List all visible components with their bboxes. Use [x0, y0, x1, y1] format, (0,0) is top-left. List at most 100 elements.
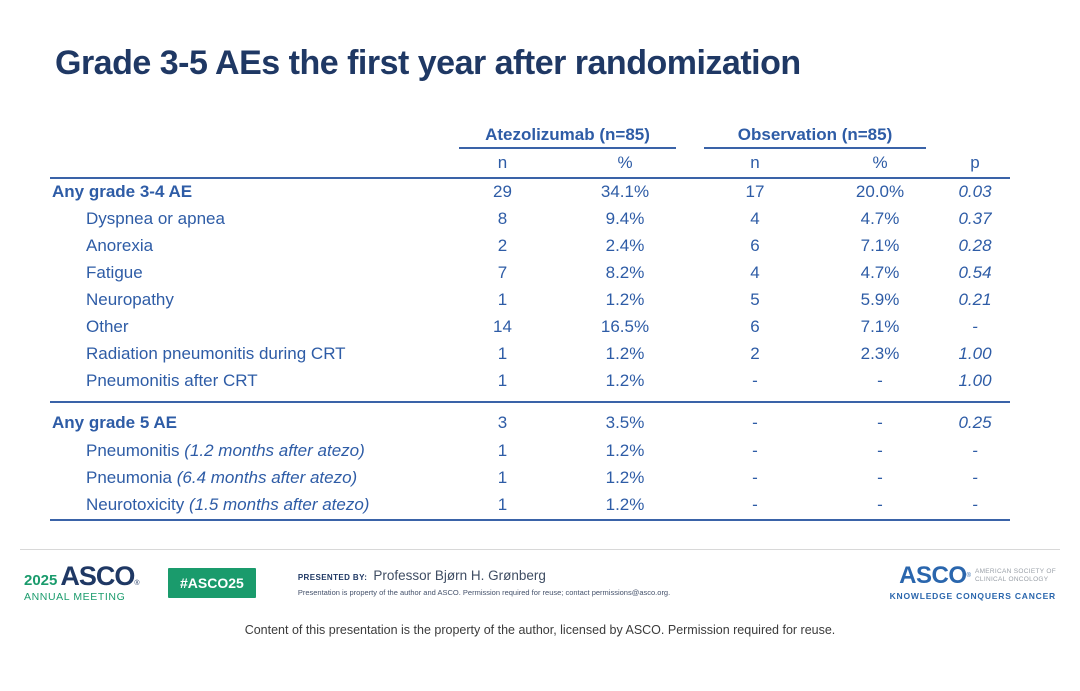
- cell-value: 1.2%: [605, 467, 645, 487]
- cell-value: 29: [493, 182, 512, 202]
- cell-value: 1: [497, 440, 508, 460]
- cell-value: 4: [750, 209, 760, 229]
- group-header-spacer: [50, 125, 445, 149]
- group-header-observation: Observation (n=85): [704, 125, 927, 150]
- cell-value: 16.5%: [600, 317, 650, 337]
- row-label: Radiation pneumonitis during CRT: [86, 344, 346, 364]
- row-label: Any grade 3-4 AE: [52, 182, 193, 202]
- cell-value: 1: [497, 494, 508, 514]
- cell-p-value: 1.00: [958, 344, 992, 364]
- cell-value: 7: [497, 263, 508, 283]
- row-label-detail: (1.2 months after atezo): [179, 440, 365, 460]
- row-label: Pneumonitis after CRT: [86, 371, 258, 391]
- logo-year: 2025: [24, 571, 58, 589]
- cell-p-value: 1.00: [958, 371, 992, 391]
- presenter-name: Professor Bjørn H. Grønberg: [373, 568, 546, 584]
- registered-mark-icon: ®: [966, 573, 971, 580]
- cell-p-value: 0.25: [940, 401, 1011, 438]
- row-label-detail: (1.5 months after atezo): [184, 494, 370, 514]
- group-n: (n=85): [841, 125, 893, 144]
- cell-p-value: -: [972, 317, 978, 337]
- cell-p-value: 0.54: [958, 263, 992, 283]
- cell-value: -: [877, 371, 883, 391]
- cell-value: 14: [493, 317, 512, 337]
- page-title: Grade 3-5 AEs the first year after rando…: [55, 44, 801, 82]
- column-header-row: n % n % p: [50, 149, 1011, 180]
- column-header-pct-atezolizumab: %: [560, 149, 690, 180]
- cell-value: 9.4%: [605, 209, 645, 229]
- column-header-n-observation: n: [690, 149, 820, 180]
- cell-value: -: [752, 440, 758, 460]
- table-row: Dyspnea or apnea 8 9.4% 4 4.7% 0.37: [50, 206, 1010, 233]
- cell-value: 3.5%: [560, 401, 690, 438]
- cell-value: -: [752, 467, 758, 487]
- cell-value: 4: [750, 263, 760, 283]
- cell-value: 4.7%: [860, 209, 900, 229]
- cell-value: 1.2%: [605, 371, 645, 391]
- table-row: Pneumonitis after CRT 1 1.2% - - 1.00: [50, 368, 1010, 402]
- footer-disclaimer: Presentation is property of the author a…: [297, 588, 671, 598]
- cell-value: 7.1%: [860, 236, 900, 256]
- table-row: Other 14 16.5% 6 7.1% -: [50, 314, 1010, 341]
- society-name: AMERICAN SOCIETY OF CLINICAL ONCOLOGY: [974, 567, 1056, 584]
- group-name: Atezolizumab: [485, 125, 595, 144]
- cell-value: 6: [750, 236, 760, 256]
- cell-value: 1.2%: [605, 440, 645, 460]
- cell-p-value: -: [972, 494, 978, 514]
- cell-value: 8: [497, 209, 508, 229]
- cell-p-value: 0.21: [958, 290, 992, 310]
- asco-tagline: KNOWLEDGE CONQUERS CANCER: [889, 591, 1056, 602]
- cell-value: 1: [497, 371, 508, 391]
- row-label: Any grade 5 AE: [50, 401, 445, 438]
- cell-value: 1.2%: [605, 494, 645, 514]
- table-row: Radiation pneumonitis during CRT 1 1.2% 2 2.…: [50, 341, 1010, 368]
- asco-wordmark: ASCO: [899, 562, 967, 590]
- slide: Grade 3-5 AEs the first year after rando…: [0, 44, 1080, 637]
- cell-value: 1.2%: [605, 344, 645, 364]
- table-row: Fatigue 7 8.2% 4 4.7% 0.54: [50, 260, 1010, 287]
- row-label: Pneumonia (6.4 months after atezo): [86, 467, 358, 487]
- annual-meeting-label: ANNUAL MEETING: [24, 590, 126, 603]
- cell-value: 5.9%: [860, 290, 900, 310]
- presented-by-block: PRESENTED BY: Professor Bjørn H. Grønber…: [298, 568, 670, 597]
- cell-value: -: [752, 494, 758, 514]
- registered-mark-icon: ®: [134, 579, 140, 587]
- cell-value: -: [877, 467, 883, 487]
- row-label: Anorexia: [86, 236, 154, 256]
- row-label: Neuropathy: [86, 290, 174, 310]
- adverse-events-table: Atezolizumab (n=85) Observation (n=85) n…: [50, 125, 1011, 521]
- cell-value: -: [877, 494, 883, 514]
- cell-value: 7.1%: [860, 317, 900, 337]
- cell-p-value: 0.28: [958, 236, 992, 256]
- cell-value: 1: [497, 467, 508, 487]
- column-header-p: p: [940, 149, 1011, 180]
- cell-p-value: 0.37: [958, 209, 992, 229]
- cell-value: 6: [750, 317, 760, 337]
- group-name: Observation: [737, 125, 837, 144]
- footer: 2025 ASCO ® ANNUAL MEETING #ASCO25 PRESE…: [24, 556, 1056, 610]
- cell-value: 1: [497, 344, 508, 364]
- table-row: Any grade 3-4 AE 29 34.1% 17 20.0% 0.03: [50, 178, 1010, 206]
- cell-value: 5: [750, 290, 760, 310]
- cell-value: -: [690, 401, 820, 438]
- row-label-detail: (6.4 months after atezo): [172, 467, 358, 487]
- table-row: Pneumonia (6.4 months after atezo) 1 1.2% -…: [50, 465, 1010, 492]
- table-row: Pneumonitis (1.2 months after atezo) 1 1.2…: [50, 438, 1010, 465]
- cell-value: 2.3%: [860, 344, 900, 364]
- group-header-atezolizumab: Atezolizumab (n=85): [459, 125, 676, 150]
- asco-society-logo: ASCO ® AMERICAN SOCIETY OF CLINICAL ONCO…: [890, 564, 1056, 601]
- cell-p-value: -: [972, 440, 978, 460]
- row-label: Fatigue: [86, 263, 143, 283]
- asco-annual-meeting-logo: 2025 ASCO ® ANNUAL MEETING: [24, 562, 142, 603]
- cell-value: 1: [497, 290, 508, 310]
- cell-value: 4.7%: [860, 263, 900, 283]
- cell-value: 3: [445, 401, 560, 438]
- cell-p-value: -: [972, 467, 978, 487]
- column-header-label: [50, 149, 445, 180]
- cell-value: 2: [750, 344, 760, 364]
- presented-by-label: PRESENTED BY:: [297, 573, 368, 583]
- table-row: Anorexia 2 2.4% 6 7.1% 0.28: [50, 233, 1010, 260]
- hashtag-badge: #ASCO25: [168, 567, 256, 598]
- cell-value: 34.1%: [600, 182, 650, 202]
- cell-p-value: 0.03: [958, 182, 992, 202]
